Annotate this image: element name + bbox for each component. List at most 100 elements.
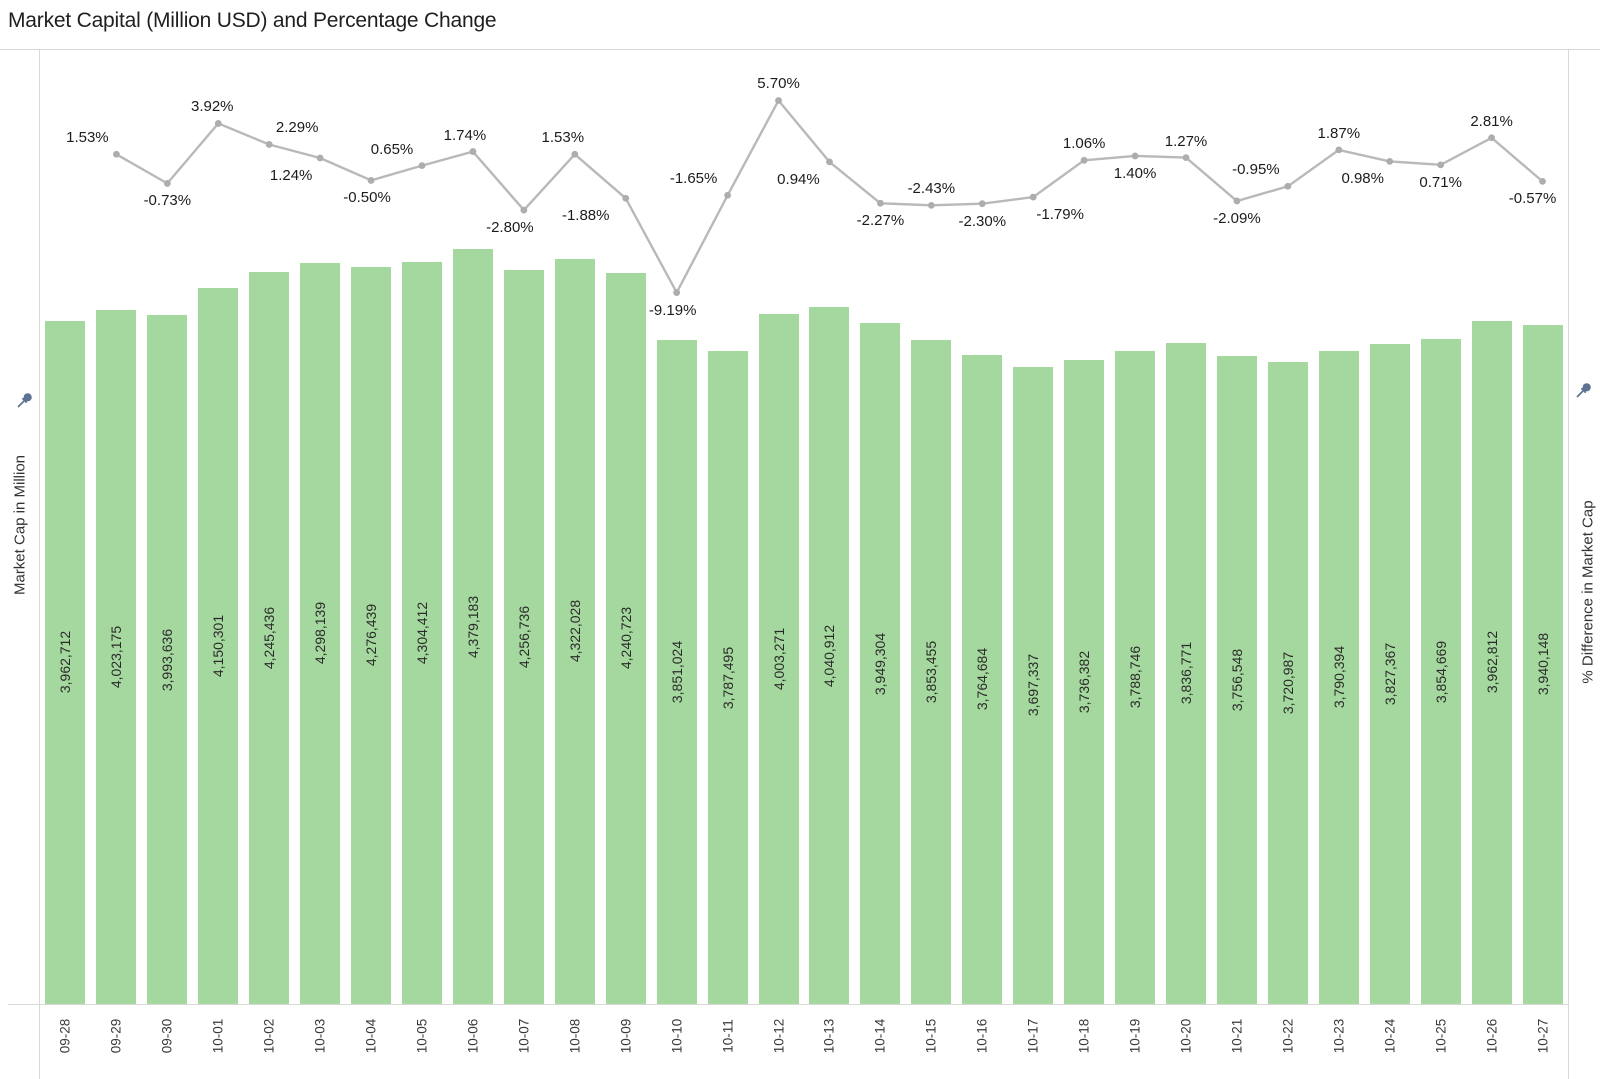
bar-10-21[interactable] bbox=[1216, 356, 1257, 1004]
line-marker[interactable] bbox=[826, 158, 833, 166]
line-marker[interactable] bbox=[1029, 193, 1037, 201]
line-marker[interactable] bbox=[622, 194, 630, 202]
pct-change-label: -0.73% bbox=[143, 192, 192, 210]
pushpin-icon[interactable] bbox=[1571, 379, 1595, 403]
bar-value-label: 3,756,548 bbox=[1228, 649, 1245, 712]
line-marker[interactable] bbox=[775, 97, 782, 104]
pct-change-label: -0.50% bbox=[343, 189, 391, 207]
pct-change-label: -1.79% bbox=[1036, 206, 1084, 224]
bar-10-12[interactable] bbox=[758, 313, 799, 1004]
bar-10-17[interactable] bbox=[1013, 366, 1054, 1004]
line-marker[interactable] bbox=[978, 200, 986, 208]
bar-10-04[interactable] bbox=[351, 266, 392, 1004]
bar-10-23[interactable] bbox=[1318, 350, 1359, 1004]
x-axis-label: 10-14 bbox=[872, 1018, 888, 1054]
bar-10-26[interactable] bbox=[1471, 320, 1512, 1004]
line-marker[interactable] bbox=[1335, 146, 1343, 154]
pushpin-icon[interactable] bbox=[12, 389, 36, 413]
bar-10-02[interactable] bbox=[249, 272, 290, 1004]
bar-09-29[interactable] bbox=[96, 310, 137, 1004]
bar-value-label: 4,003,271 bbox=[770, 627, 787, 691]
pct-change-label: -2.43% bbox=[907, 180, 956, 198]
bar-value-label: 4,322,028 bbox=[566, 600, 583, 663]
line-marker[interactable] bbox=[1437, 161, 1445, 169]
bar-10-24[interactable] bbox=[1369, 344, 1410, 1004]
x-axis-label: 10-03 bbox=[312, 1018, 328, 1054]
line-marker[interactable] bbox=[265, 141, 273, 148]
bar-value-label: 4,298,139 bbox=[312, 602, 329, 665]
bar-09-28[interactable] bbox=[45, 320, 86, 1004]
bar-10-18[interactable] bbox=[1064, 359, 1105, 1004]
x-axis-label: 10-04 bbox=[363, 1018, 379, 1054]
bar-10-16[interactable] bbox=[962, 354, 1003, 1004]
bar-10-01[interactable] bbox=[198, 288, 239, 1004]
line-marker[interactable] bbox=[214, 120, 222, 127]
bar-10-15[interactable] bbox=[911, 339, 952, 1004]
bar-10-07[interactable] bbox=[503, 270, 544, 1004]
line-marker[interactable] bbox=[877, 199, 884, 207]
x-axis-label: 10-10 bbox=[669, 1018, 685, 1054]
pct-change-label: 2.29% bbox=[275, 119, 319, 137]
bar-value-label: 3,962,812 bbox=[1483, 631, 1500, 694]
x-axis-label: 10-05 bbox=[414, 1018, 430, 1054]
x-axis-label: 10-21 bbox=[1229, 1018, 1245, 1054]
line-marker[interactable] bbox=[1131, 152, 1139, 160]
bar-value-label: 3,854,669 bbox=[1432, 640, 1449, 703]
line-marker[interactable] bbox=[1080, 156, 1088, 164]
pct-change-label: -2.27% bbox=[856, 212, 905, 230]
bar-10-13[interactable] bbox=[809, 307, 850, 1004]
bar-value-label: 3,790,394 bbox=[1330, 646, 1347, 709]
bar-10-10[interactable] bbox=[656, 340, 697, 1004]
line-marker[interactable] bbox=[571, 150, 579, 158]
line-marker[interactable] bbox=[520, 206, 528, 214]
bar-10-27[interactable] bbox=[1522, 324, 1563, 1004]
pct-change-label: 1.53% bbox=[541, 129, 585, 147]
bar-value-label: 3,736,382 bbox=[1076, 650, 1093, 714]
x-axis-label: 10-13 bbox=[821, 1018, 837, 1054]
bar-value-label: 3,962,712 bbox=[57, 631, 74, 694]
line-marker[interactable] bbox=[367, 177, 375, 184]
bar-10-06[interactable] bbox=[452, 249, 493, 1004]
bar-10-03[interactable] bbox=[300, 262, 341, 1004]
bar-value-label: 4,276,439 bbox=[363, 604, 380, 667]
x-axis-label: 09-30 bbox=[159, 1018, 175, 1054]
line-marker[interactable] bbox=[418, 162, 426, 170]
line-marker[interactable] bbox=[1386, 157, 1394, 165]
bar-10-08[interactable] bbox=[554, 258, 595, 1004]
x-axis-label: 10-08 bbox=[567, 1018, 583, 1054]
line-marker[interactable] bbox=[316, 154, 324, 162]
bar-value-label: 3,720,987 bbox=[1279, 652, 1296, 715]
bar-10-22[interactable] bbox=[1267, 362, 1308, 1004]
line-marker[interactable] bbox=[1182, 154, 1190, 162]
x-axis-label: 10-11 bbox=[720, 1019, 736, 1053]
line-marker[interactable] bbox=[113, 150, 120, 158]
pct-change-label: 1.53% bbox=[66, 129, 109, 147]
line-marker[interactable] bbox=[1284, 182, 1292, 190]
pct-change-label: -0.95% bbox=[1232, 161, 1280, 179]
line-marker[interactable] bbox=[1233, 197, 1241, 205]
pct-change-label: -1.65% bbox=[669, 170, 718, 188]
line-marker[interactable] bbox=[927, 201, 935, 209]
line-marker[interactable] bbox=[469, 148, 477, 155]
line-marker[interactable] bbox=[1539, 177, 1546, 185]
pct-change-label: -2.30% bbox=[958, 212, 1007, 230]
bar-value-label: 4,256,736 bbox=[515, 605, 532, 669]
bar-10-25[interactable] bbox=[1420, 339, 1461, 1004]
line-marker[interactable] bbox=[1488, 134, 1495, 142]
line-marker[interactable] bbox=[673, 289, 681, 296]
bar-10-20[interactable] bbox=[1166, 342, 1206, 1004]
bar-value-label: 4,023,175 bbox=[108, 626, 125, 689]
bar-10-05[interactable] bbox=[402, 261, 442, 1004]
bar-10-14[interactable] bbox=[860, 323, 901, 1004]
bar-10-19[interactable] bbox=[1115, 350, 1156, 1004]
line-marker[interactable] bbox=[163, 180, 171, 187]
bar-10-09[interactable] bbox=[605, 272, 646, 1004]
line-marker[interactable] bbox=[724, 191, 731, 199]
bar-value-label: 3,827,367 bbox=[1381, 642, 1398, 706]
bar-09-30[interactable] bbox=[147, 315, 188, 1004]
bar-value-label: 4,240,723 bbox=[617, 607, 634, 670]
bar-value-label: 3,993,636 bbox=[159, 628, 176, 691]
bar-10-11[interactable] bbox=[707, 351, 748, 1004]
